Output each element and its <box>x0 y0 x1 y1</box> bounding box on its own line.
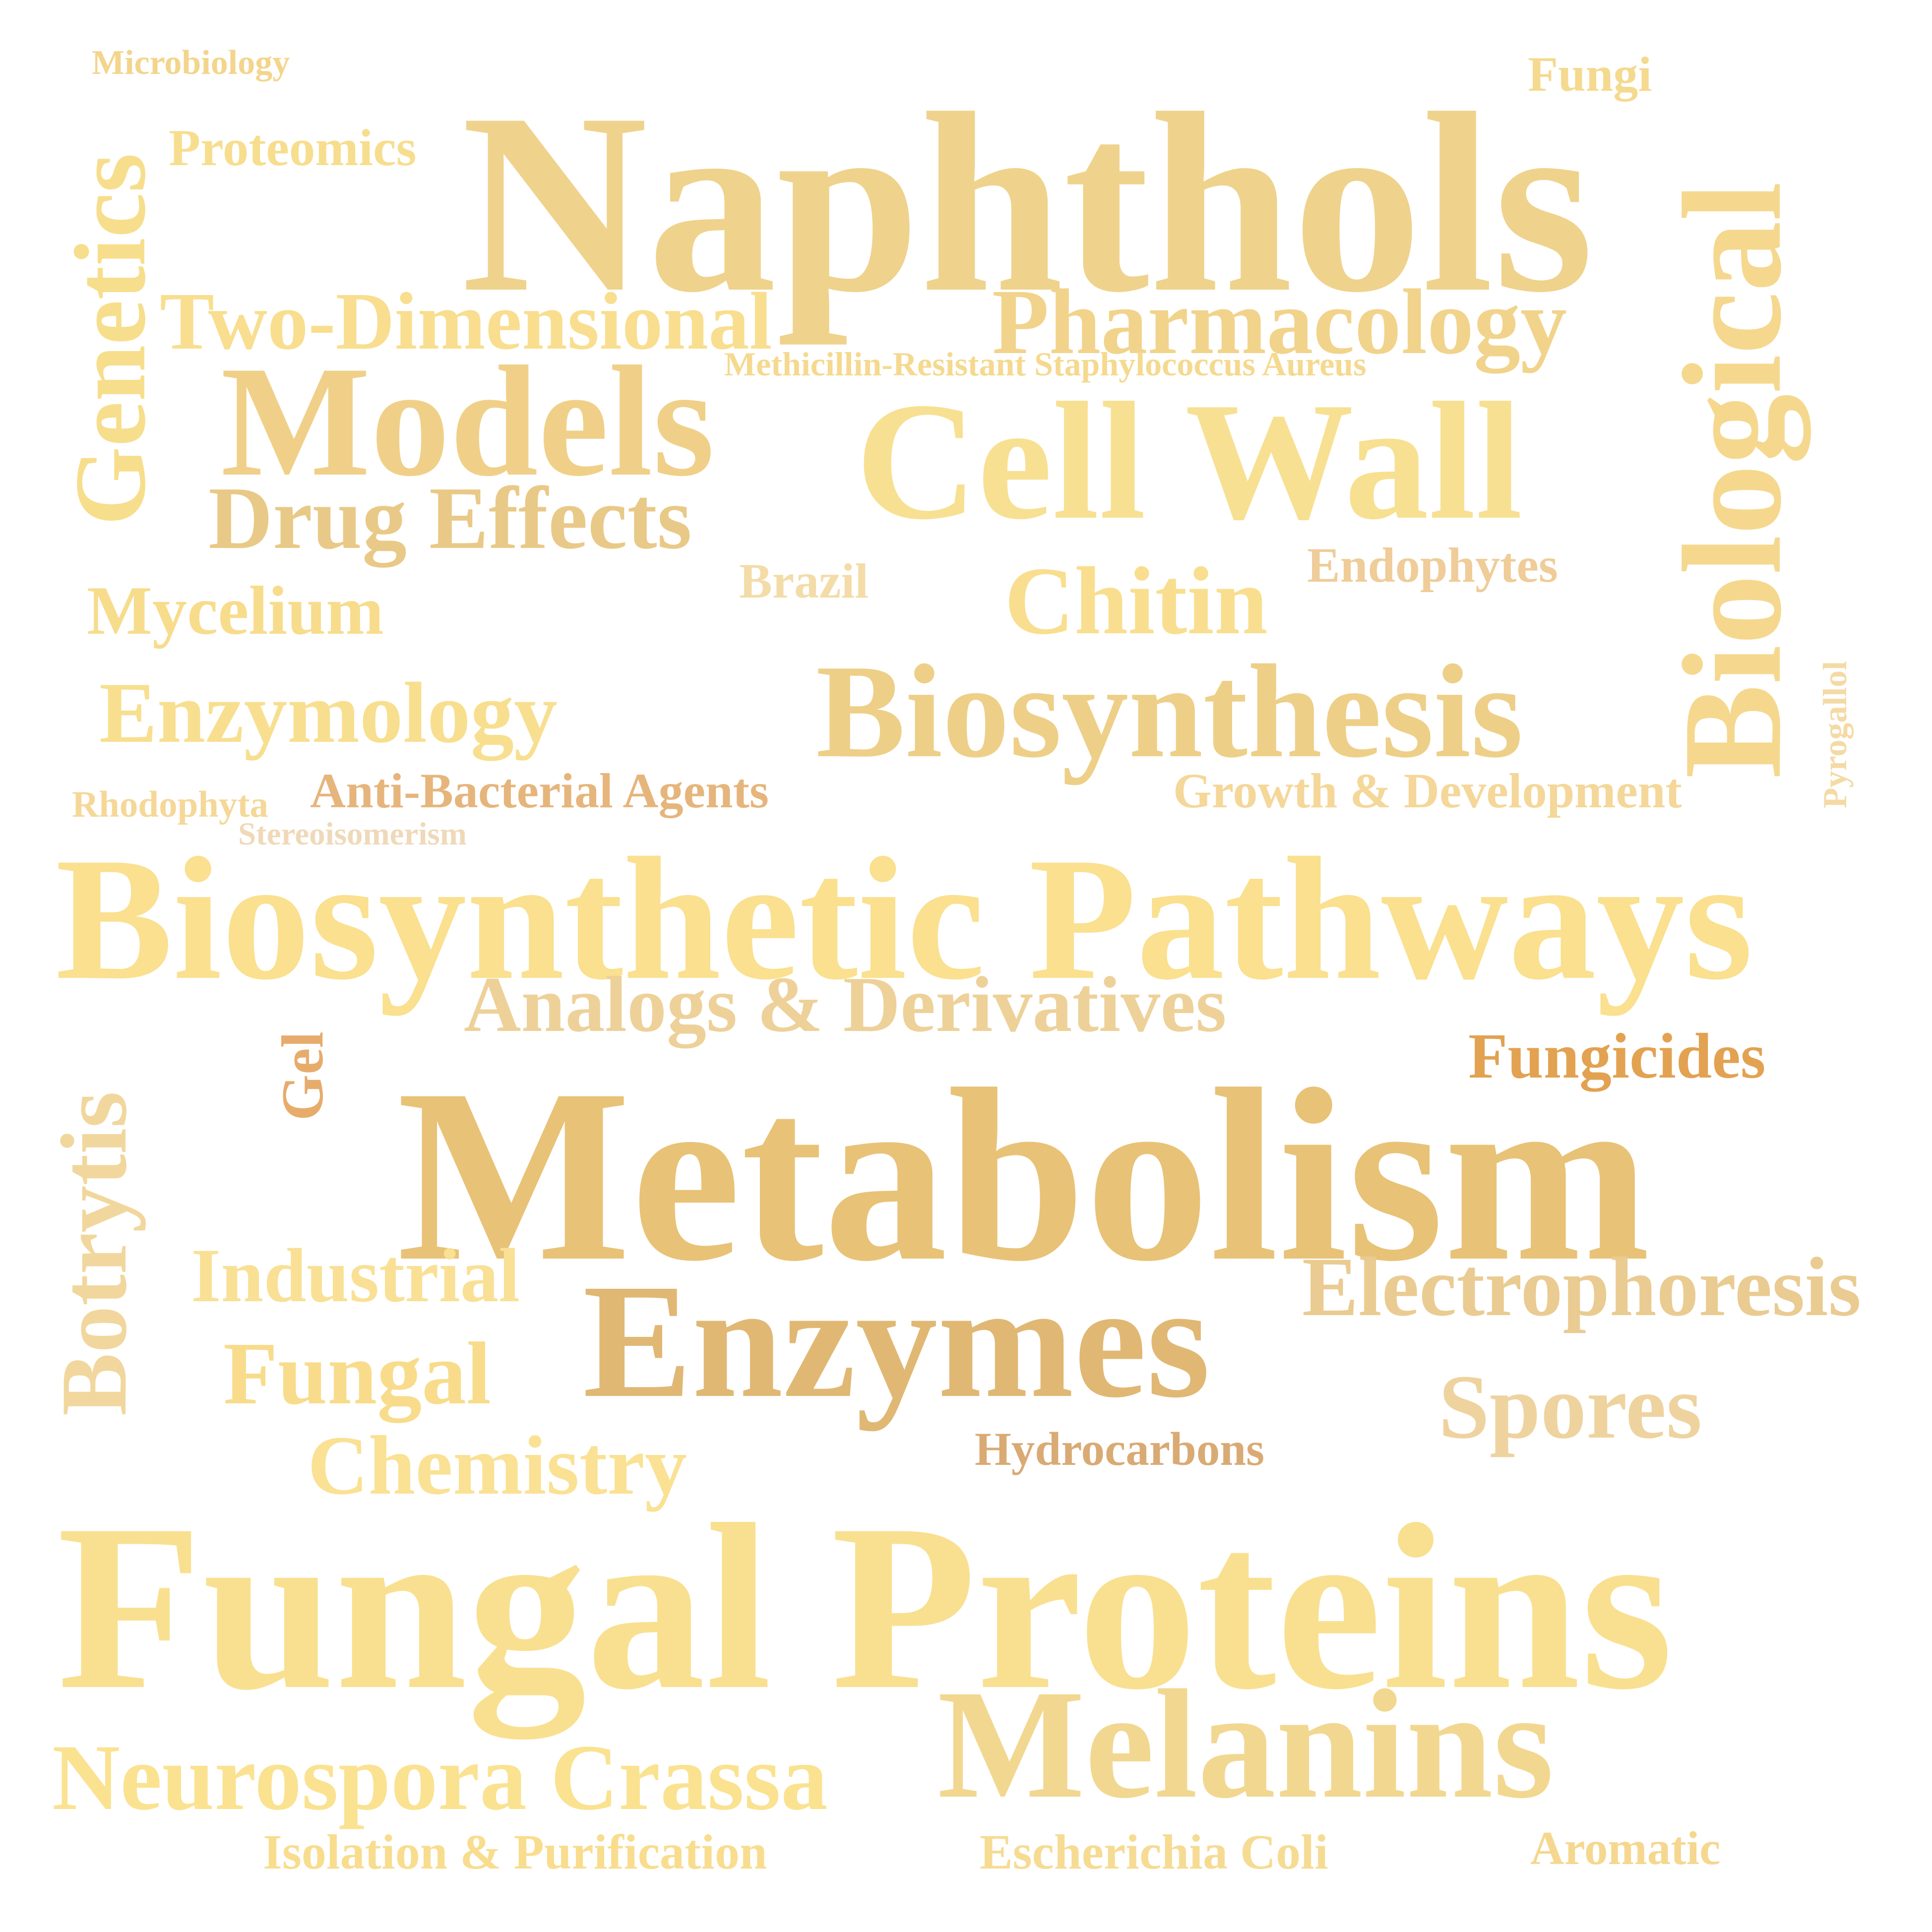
word-microbiology: Microbiology <box>92 44 290 82</box>
word-rhodophyta: Rhodophyta <box>72 784 268 825</box>
word-analogs-derivatives: Analogs & Derivatives <box>464 960 1227 1048</box>
word-pharmacology: Pharmacology <box>992 270 1567 373</box>
word-brazil: Brazil <box>739 553 869 608</box>
word-electrophoresis: Electrophoresis <box>1302 1240 1861 1333</box>
word-biosynthetic-pathways: Biosynthetic Pathways <box>56 821 1753 1016</box>
word-mycelium: Mycelium <box>87 572 384 649</box>
word-fungicides: Fungicides <box>1468 1021 1766 1092</box>
word-botrytis: Botrytis <box>42 1091 146 1416</box>
word-gel: Gel <box>269 1031 335 1121</box>
word-methicillin-resistant-staphylococcus-aureus: Methicillin-Resistant Staphylococcus Aur… <box>724 345 1367 383</box>
word-fungal-proteins: Fungal Proteins <box>57 1475 1674 1739</box>
word-spores: Spores <box>1438 1356 1702 1458</box>
word-hydrocarbons: Hydrocarbons <box>975 1423 1265 1475</box>
word-chitin: Chitin <box>1004 547 1268 655</box>
word-drug-effects: Drug Effects <box>208 469 692 567</box>
word-endophytes: Endophytes <box>1307 538 1558 593</box>
word-two-dimensional: Two-Dimensional <box>160 276 772 366</box>
word-isolation-purification: Isolation & Purification <box>263 1824 767 1879</box>
word-cell-wall: Cell Wall <box>856 367 1523 554</box>
word-pyrogallol: Pyrogallol <box>1816 661 1854 808</box>
word-neurospora-crassa: Neurospora Crassa <box>52 1726 828 1830</box>
word-melanins: Melanins <box>937 1658 1554 1831</box>
word-escherichia-coli: Escherichia Coli <box>980 1824 1328 1879</box>
word-chemistry: Chemistry <box>308 1419 687 1512</box>
word-aromatic: Aromatic <box>1530 1822 1721 1874</box>
word-biological: Biological <box>1654 181 1810 779</box>
word-growth-development: Growth & Development <box>1173 763 1682 818</box>
word-models: Models <box>221 334 715 509</box>
word-genetics: Genetics <box>54 153 167 526</box>
word-fungal: Fungal <box>223 1324 492 1423</box>
word-metabolism: Metabolism <box>397 1038 1651 1313</box>
word-enzymology: Enzymology <box>99 664 558 761</box>
word-stereoisomerism: Stereoisomerism <box>238 816 467 852</box>
word-proteomics: Proteomics <box>169 119 417 177</box>
word-biosynthesis: Biosynthesis <box>816 637 1523 785</box>
word-enzymes: Enzymes <box>583 1251 1210 1432</box>
word-anti-bacterial-agents: Anti-Bacterial Agents <box>310 763 769 818</box>
word-fungi: Fungi <box>1528 47 1652 102</box>
word-naphthols: Naphthols <box>461 60 1594 346</box>
word-industrial: Industrial <box>191 1233 520 1318</box>
